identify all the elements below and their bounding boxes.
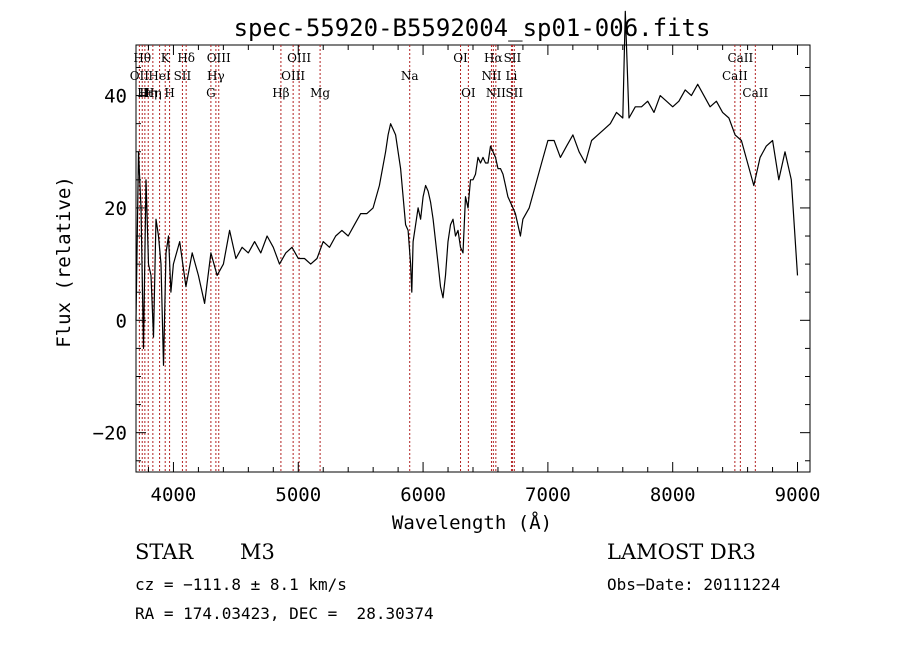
line-label: Hγ (207, 69, 225, 83)
velocity-readout: cz = −111.8 ± 8.1 km/s (135, 575, 347, 594)
line-label: OI (453, 51, 468, 65)
line-label: Hθ (133, 51, 151, 65)
line-label: Hδ (177, 51, 195, 65)
spectrum-line (135, 10, 799, 366)
line-label: H (164, 86, 174, 100)
line-label: OII (130, 69, 150, 83)
y-tick-label: 0 (116, 310, 127, 332)
line-label: NII (486, 86, 506, 100)
line-label: SII (505, 86, 523, 100)
x-tick-label: 9000 (775, 484, 821, 506)
y-tick-label: −20 (93, 423, 127, 445)
line-label: SII (174, 69, 192, 83)
line-label: CaII (722, 69, 748, 83)
x-tick-label: 8000 (650, 484, 696, 506)
x-tick-label: 4000 (151, 484, 197, 506)
line-label: Hι (137, 86, 152, 100)
line-label: Hη (144, 86, 162, 100)
line-label: OIII (287, 51, 311, 65)
obs-date: Obs−Date: 20111224 (607, 575, 781, 594)
line-label: SII (504, 51, 522, 65)
chart-title: spec-55920-B5592004_sp01-006.fits (234, 14, 711, 42)
y-axis-label: Flux (relative) (53, 176, 75, 348)
line-label: OI (461, 86, 476, 100)
coordinates: RA = 174.03423, DEC = 28.30374 (135, 604, 434, 623)
line-label: Li (506, 69, 518, 83)
y-tick-label: 40 (104, 86, 127, 108)
x-tick-label: 5000 (275, 484, 321, 506)
line-label: OIII (281, 69, 305, 83)
y-tick-label: 20 (104, 198, 127, 220)
line-label: HeI (148, 69, 171, 83)
line-label: CaII (727, 51, 753, 65)
line-label: K (161, 51, 171, 65)
object-subclass: M3 (240, 540, 275, 564)
line-label: OIII (207, 51, 231, 65)
line-label: NII (481, 69, 501, 83)
line-label: Hη (139, 86, 157, 100)
x-tick-label: 6000 (400, 484, 446, 506)
line-label: Mg (310, 86, 330, 100)
plot-frame (135, 44, 811, 473)
line-label: G (206, 86, 216, 100)
x-tick-label: 7000 (525, 484, 571, 506)
line-label: Hβ (272, 86, 289, 100)
line-label: Hα (484, 51, 503, 65)
object-class: STAR (135, 540, 194, 564)
line-label: CaII (742, 86, 768, 100)
survey-name: LAMOST DR3 (607, 540, 756, 564)
line-label: Na (401, 69, 419, 83)
x-axis-label: Wavelength (Å) (392, 511, 552, 534)
